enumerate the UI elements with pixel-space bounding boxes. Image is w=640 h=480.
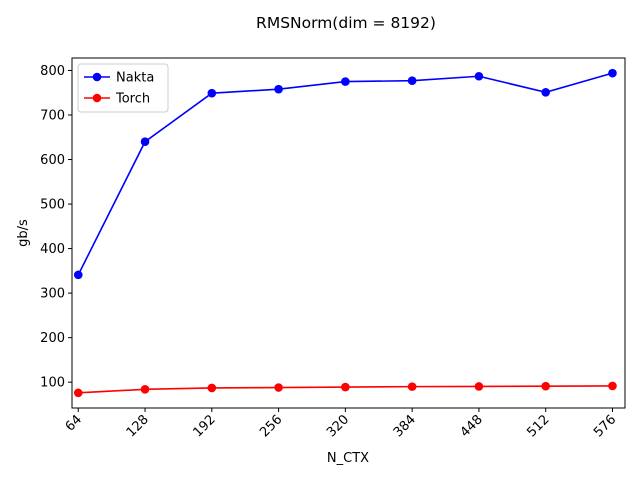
legend-marker-nakta: [92, 72, 102, 82]
data-point-nakta: [608, 68, 617, 78]
chart-title: RMSNorm(dim = 8192): [256, 14, 436, 32]
y-axis-label: gb/s: [16, 219, 31, 247]
data-point-nakta: [474, 71, 484, 81]
data-point-torch: [541, 381, 551, 391]
data-point-nakta: [73, 270, 83, 280]
y-tick-label: 600: [40, 153, 65, 168]
data-point-nakta: [341, 77, 350, 86]
data-point-torch: [608, 381, 617, 391]
data-point-torch: [474, 382, 484, 391]
y-tick-label: 400: [40, 242, 65, 257]
data-point-torch: [274, 383, 283, 392]
y-tick-label: 500: [40, 198, 65, 213]
data-point-torch: [140, 384, 150, 394]
y-tick-label: 100: [40, 376, 65, 391]
data-point-nakta: [274, 84, 283, 94]
data-point-nakta: [140, 137, 150, 147]
axes-frame: [71, 57, 626, 409]
legend: Nakta Torch: [77, 63, 169, 113]
legend-marker-torch: [92, 93, 102, 103]
data-point-torch: [73, 388, 83, 398]
data-point-nakta: [407, 76, 417, 86]
y-tick-label: 300: [40, 287, 65, 302]
legend-label-nakta: Nakta: [116, 71, 154, 86]
data-point-nakta: [207, 88, 217, 98]
legend-label-torch: Torch: [115, 92, 150, 107]
data-point-torch: [407, 382, 417, 391]
x-axis-label: N_CTX: [327, 451, 369, 466]
y-tick-label: 200: [40, 331, 65, 346]
data-point-torch: [341, 382, 350, 392]
data-point-nakta: [541, 87, 551, 97]
y-tick-label: 800: [40, 64, 65, 79]
data-point-torch: [207, 383, 217, 393]
y-tick-label: 700: [40, 108, 65, 123]
